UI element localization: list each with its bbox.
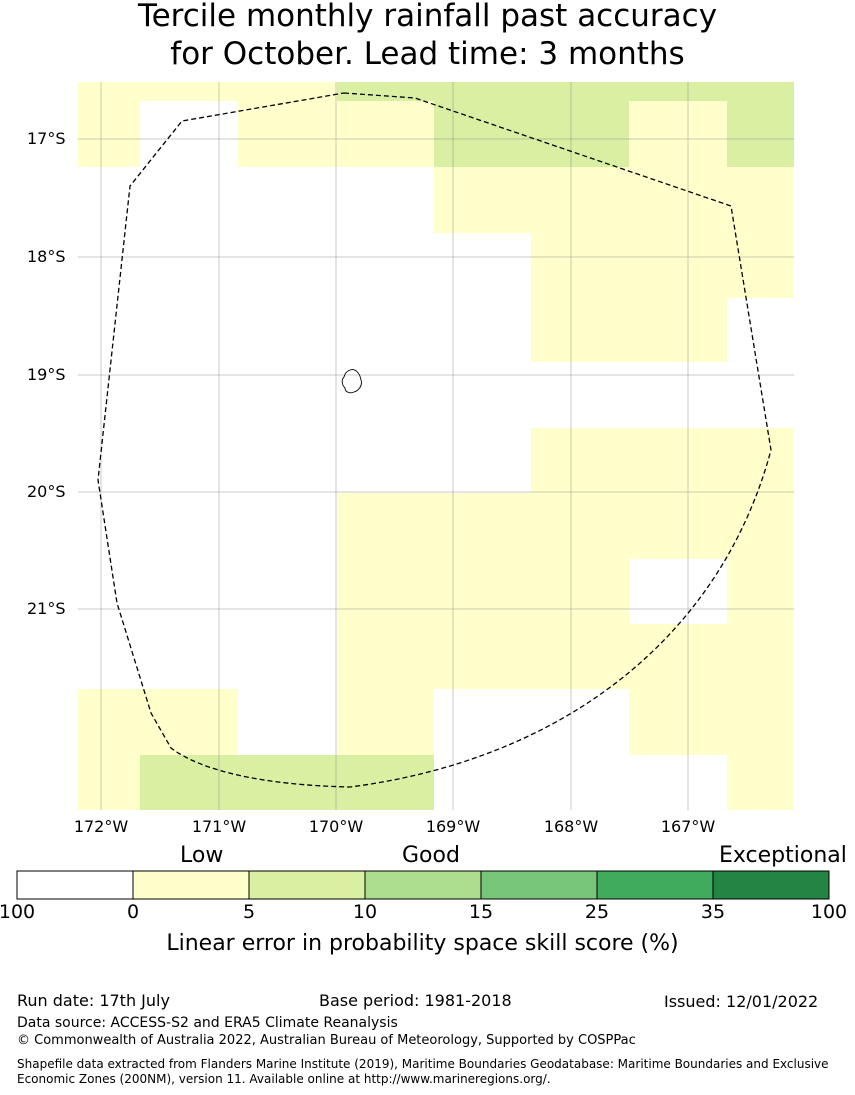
map-title-line-1: Tercile monthly rainfall past accuracy bbox=[137, 0, 718, 34]
cell-low bbox=[629, 624, 794, 689]
skill-cells bbox=[78, 82, 794, 810]
graticule bbox=[78, 82, 794, 810]
data-source: Data source: ACCESS-S2 and ERA5 Climate … bbox=[17, 1015, 398, 1031]
colorbar-swatch bbox=[248, 870, 366, 900]
lon-label-169w: 169°W bbox=[425, 817, 481, 836]
cell-low bbox=[629, 101, 727, 167]
colorbar-tick: 100 bbox=[0, 901, 36, 923]
run-date: Run date: 17th July bbox=[17, 991, 170, 1010]
colorbar-tick: 15 bbox=[468, 901, 494, 923]
cell-good bbox=[434, 101, 629, 167]
colorbar-tick: 10 bbox=[352, 901, 378, 923]
island-outline bbox=[341, 369, 362, 394]
cell-low bbox=[629, 689, 794, 755]
shapefile-credit-line-2: Economic Zones (200NM), version 11. Avai… bbox=[17, 1072, 551, 1086]
cell-low bbox=[531, 233, 794, 298]
colorbar-tick: 25 bbox=[584, 901, 610, 923]
cell-low bbox=[78, 689, 238, 755]
map-title-line-2: for October. Lead time: 3 months bbox=[170, 36, 685, 72]
lon-label-172w: 172°W bbox=[73, 817, 129, 836]
cell-low bbox=[78, 755, 140, 810]
shapefile-credit-line-1: Shapefile data extracted from Flanders M… bbox=[17, 1057, 829, 1071]
colorbar-swatch bbox=[132, 870, 250, 900]
lat-label-18s: 18°S bbox=[27, 247, 66, 266]
lat-label-20s: 20°S bbox=[27, 482, 66, 501]
colorbar-title: Linear error in probability space skill … bbox=[166, 931, 679, 956]
colorbar-swatch bbox=[596, 870, 714, 900]
copyright: © Commonwealth of Australia 2022, Austra… bbox=[17, 1033, 636, 1048]
base-period: Base period: 1981-2018 bbox=[319, 991, 512, 1010]
cell-good bbox=[337, 82, 629, 101]
colorbar-swatch bbox=[712, 870, 830, 900]
cell-low bbox=[727, 755, 794, 810]
cell-low bbox=[78, 82, 140, 167]
issued-date: Issued: 12/01/2022 bbox=[664, 992, 819, 1011]
colorbar-tick: 0 bbox=[126, 901, 140, 923]
cell-low bbox=[337, 559, 629, 689]
colorbar-tick: 35 bbox=[700, 901, 726, 923]
cell-good bbox=[629, 82, 794, 101]
lon-label-170w: 170°W bbox=[308, 817, 364, 836]
colorbar bbox=[16, 870, 830, 900]
lon-label-168w: 168°W bbox=[543, 817, 599, 836]
lat-label-17s: 17°S bbox=[27, 129, 66, 148]
cell-low bbox=[531, 298, 727, 362]
cell-low bbox=[434, 167, 794, 233]
category-exceptional: Exceptional bbox=[719, 843, 847, 868]
cell-low bbox=[140, 82, 238, 101]
category-low: Low bbox=[180, 843, 224, 868]
lat-label-21s: 21°S bbox=[27, 599, 66, 618]
colorbar-tick: 100 bbox=[810, 901, 848, 923]
category-good: Good bbox=[402, 843, 460, 868]
cell-low bbox=[531, 428, 794, 493]
colorbar-swatch bbox=[480, 870, 598, 900]
cell-good bbox=[727, 101, 794, 167]
colorbar-swatch bbox=[364, 870, 482, 900]
cell-low bbox=[337, 689, 434, 755]
lon-label-167w: 167°W bbox=[660, 817, 716, 836]
lat-label-19s: 19°S bbox=[27, 365, 66, 384]
lon-label-171w: 171°W bbox=[191, 817, 247, 836]
cell-low bbox=[727, 559, 794, 624]
colorbar-swatch bbox=[16, 870, 134, 900]
colorbar-tick: 5 bbox=[242, 901, 256, 923]
cell-low bbox=[337, 493, 794, 559]
